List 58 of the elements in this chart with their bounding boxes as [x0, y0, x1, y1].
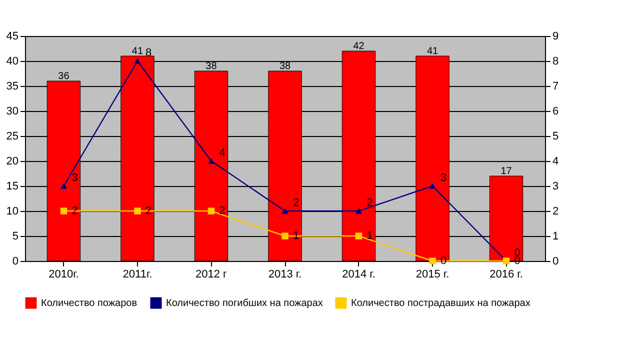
legend-label: Количество пострадавших на пожарах [351, 298, 530, 309]
x-tick-label: 2015 г. [416, 268, 450, 280]
data-label: 8 [145, 47, 152, 59]
y-tick-label: 10 [6, 206, 18, 218]
data-label: 38 [279, 61, 291, 72]
point [355, 208, 362, 214]
y2-tick-label: 7 [552, 80, 559, 92]
data-label: 41 [132, 46, 144, 57]
y2-tick-label: 1 [552, 230, 559, 242]
point [208, 158, 215, 164]
y2-tick-label: 8 [552, 56, 559, 68]
y-tick-label: 40 [6, 56, 18, 68]
data-label: 3 [440, 172, 447, 184]
data-label: 1 [366, 230, 373, 242]
point [60, 208, 68, 214]
x-tick-label: 2010г. [48, 268, 79, 280]
data-label: 0 [440, 255, 447, 267]
x-tick-label: 2011г. [122, 268, 152, 280]
data-label: 4 [219, 147, 226, 159]
y2-tick-label: 5 [552, 130, 559, 142]
y-tick-label: 0 [12, 256, 18, 268]
y2-tick-label: 4 [552, 156, 559, 168]
point [208, 208, 215, 214]
y-tick-label: 25 [6, 130, 18, 142]
point [282, 208, 288, 214]
x-tick-label: 2012 г [195, 268, 228, 280]
point [429, 183, 436, 189]
y2-tick-label: 3 [552, 180, 559, 192]
y2-tick-label: 2 [552, 206, 559, 218]
legend-label: Количество пожаров [41, 298, 138, 309]
y-tick-label: 35 [6, 80, 18, 92]
point [134, 208, 141, 214]
point [282, 232, 288, 240]
data-label: 2 [366, 197, 373, 209]
y-tick-label: 15 [6, 180, 18, 192]
point [134, 58, 141, 64]
data-label: 3 [72, 172, 78, 184]
data-label: 17 [500, 166, 512, 177]
data-label: 42 [353, 41, 365, 52]
y-tick-label: 30 [6, 106, 18, 118]
x-tick-label: 2014 г. [342, 268, 376, 280]
y-tick-label: 5 [12, 230, 18, 242]
data-label: 38 [206, 61, 218, 72]
x-tick-label: 2013 г. [268, 268, 302, 280]
y-tick-label: 20 [6, 156, 18, 168]
data-label: 36 [58, 71, 70, 82]
data-label: 41 [426, 46, 439, 57]
data-label: 2 [219, 205, 226, 217]
point [60, 183, 68, 189]
point [355, 232, 362, 240]
y2-tick-label: 0 [552, 256, 559, 268]
y2-tick-label: 9 [552, 30, 559, 42]
data-label: 2 [293, 197, 300, 209]
point [429, 258, 436, 264]
y-tick-label: 45 [6, 30, 18, 42]
x-tick-label: 2016 г. [490, 268, 523, 280]
legend-label: Количество погибших на пожарах [166, 298, 323, 309]
y2-tick-label: 6 [552, 106, 559, 118]
